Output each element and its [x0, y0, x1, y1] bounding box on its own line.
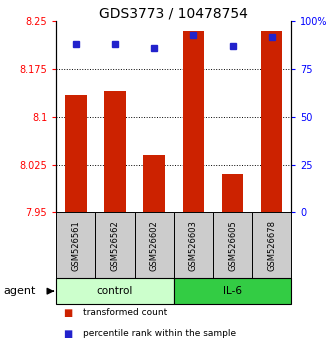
Text: IL-6: IL-6	[223, 286, 242, 296]
Bar	[213, 212, 252, 278]
Title: GDS3773 / 10478754: GDS3773 / 10478754	[99, 6, 248, 20]
Text: GSM526678: GSM526678	[267, 219, 276, 271]
Bar	[183, 31, 204, 212]
Text: GSM526605: GSM526605	[228, 220, 237, 270]
Text: transformed count: transformed count	[83, 308, 167, 317]
Bar	[143, 155, 165, 212]
Bar	[222, 174, 243, 212]
Text: percentile rank within the sample: percentile rank within the sample	[83, 329, 236, 338]
Text: GSM526603: GSM526603	[189, 220, 198, 270]
Bar	[135, 212, 174, 278]
Text: GSM526602: GSM526602	[150, 220, 159, 270]
Bar	[252, 212, 291, 278]
Bar	[56, 278, 174, 304]
Bar	[104, 91, 126, 212]
Text: ■: ■	[63, 329, 72, 339]
Bar	[174, 278, 291, 304]
Text: GSM526562: GSM526562	[111, 220, 119, 270]
Text: GSM526561: GSM526561	[71, 220, 80, 270]
Text: agent: agent	[3, 286, 36, 296]
Text: ■: ■	[63, 308, 72, 318]
Bar	[95, 212, 135, 278]
Text: control: control	[97, 286, 133, 296]
Bar	[56, 212, 95, 278]
Bar	[65, 95, 87, 212]
Bar	[261, 31, 282, 212]
Bar	[174, 212, 213, 278]
